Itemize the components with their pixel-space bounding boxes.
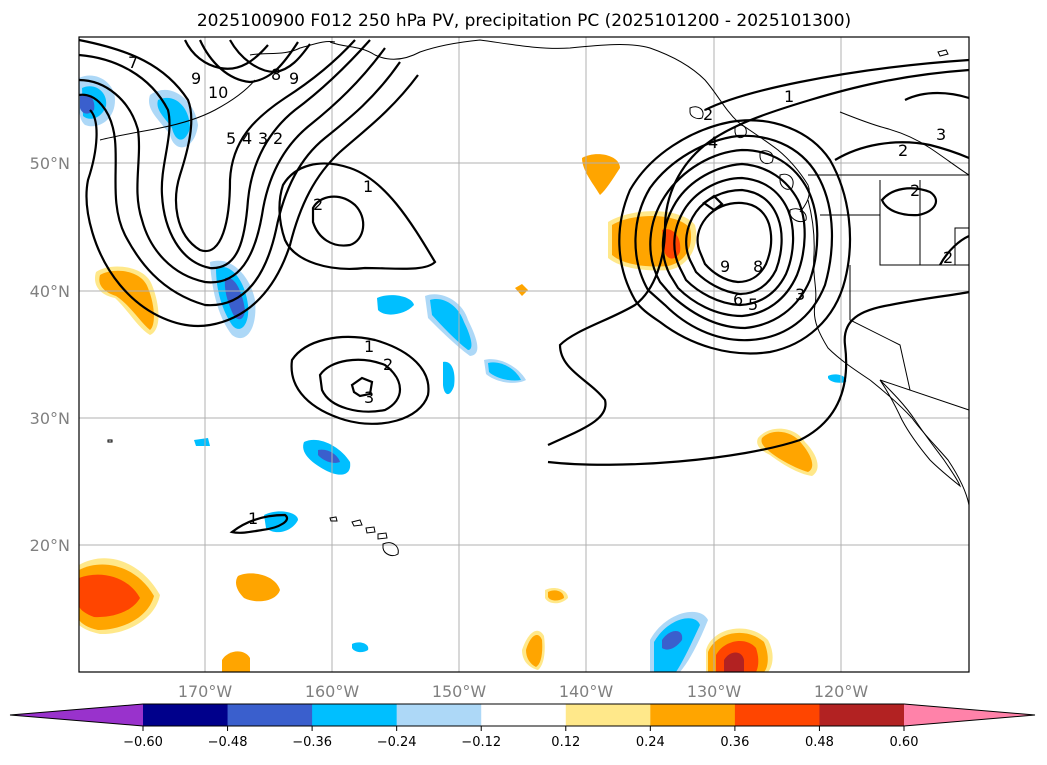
coastlines bbox=[99, 39, 970, 557]
contour-label: 2 bbox=[943, 248, 953, 267]
map-panel: 7 9 10 8 9 5 4 3 2 2 1 1 2 3 1 1 2 3 4 9… bbox=[78, 36, 970, 673]
colorbar-tick-label: −0.36 bbox=[292, 735, 332, 750]
lon-label-120w: 120°W bbox=[814, 682, 869, 701]
contour-label: 5 bbox=[226, 129, 236, 148]
map-background bbox=[79, 37, 969, 672]
lon-label-140w: 140°W bbox=[559, 682, 614, 701]
colorbar-segment bbox=[227, 704, 313, 726]
colorbar-tick-label: 0.60 bbox=[890, 735, 919, 750]
positive-anomaly-areas bbox=[79, 154, 818, 672]
contour-label: 7 bbox=[128, 53, 138, 72]
lon-label-170w: 170°W bbox=[178, 682, 233, 701]
colorbar-extend-high bbox=[904, 704, 1035, 726]
contour-label: 9 bbox=[289, 69, 299, 88]
colorbar-segment bbox=[396, 704, 482, 726]
lon-label-160w: 160°W bbox=[305, 682, 360, 701]
contour-label: 4 bbox=[242, 129, 252, 148]
latitude-labels: 50°N 40°N 30°N 20°N bbox=[30, 154, 70, 555]
contour-label: 2 bbox=[313, 195, 323, 214]
colorbar-segment bbox=[565, 704, 651, 726]
lon-label-150w: 150°W bbox=[432, 682, 487, 701]
contour-label: 1 bbox=[364, 337, 374, 356]
lon-label-130w: 130°W bbox=[687, 682, 742, 701]
contour-label: 8 bbox=[271, 65, 281, 84]
contour-label: 3 bbox=[258, 129, 268, 148]
lat-label-40n: 40°N bbox=[30, 282, 70, 301]
lat-label-30n: 30°N bbox=[30, 409, 70, 428]
colorbar-segment bbox=[143, 704, 229, 726]
colorbar-tick-label: −0.48 bbox=[208, 735, 248, 750]
colorbar-tick-label: 0.48 bbox=[805, 735, 834, 750]
contour-label: 10 bbox=[208, 83, 228, 102]
pv-contour-labels: 7 9 10 8 9 5 4 3 2 2 1 1 2 3 1 1 2 3 4 9… bbox=[128, 53, 953, 528]
contour-label: 2 bbox=[703, 105, 713, 124]
contour-label: 3 bbox=[795, 285, 805, 304]
colorbar-tick-label: −0.12 bbox=[461, 735, 501, 750]
longitude-labels: 170°W 160°W 150°W 140°W 130°W 120°W bbox=[178, 682, 869, 701]
map-title: 2025100900 F012 250 hPa PV, precipitatio… bbox=[197, 11, 851, 31]
contour-label: 9 bbox=[720, 257, 730, 276]
contour-label: 9 bbox=[191, 69, 201, 88]
colorbar-segment bbox=[650, 704, 736, 726]
contour-label: 1 bbox=[784, 87, 794, 106]
contour-label: 2 bbox=[898, 141, 908, 160]
colorbar-extend-low bbox=[10, 704, 143, 726]
contour-label: 2 bbox=[383, 355, 393, 374]
colorbar-tick-label: −0.24 bbox=[377, 735, 417, 750]
contour-label: 2 bbox=[910, 181, 920, 200]
contour-label: 1 bbox=[363, 177, 373, 196]
colorbar: −0.60 −0.48 −0.36 −0.24 −0.12 0.12 0.24 0.36 0.4… bbox=[9, 703, 1036, 750]
lat-label-50n: 50°N bbox=[30, 154, 70, 173]
colorbar-tick-label: −0.60 bbox=[123, 735, 163, 750]
contour-label: 8 bbox=[753, 257, 763, 276]
colorbar-tick-label: 0.36 bbox=[720, 735, 749, 750]
contour-label: 3 bbox=[364, 388, 374, 407]
colorbar-segment bbox=[734, 704, 820, 726]
contour-label: 2 bbox=[273, 129, 283, 148]
colorbar-segment bbox=[312, 704, 398, 726]
graticule bbox=[79, 37, 969, 672]
colorbar-segment bbox=[481, 704, 567, 726]
contour-label: 4 bbox=[708, 133, 718, 152]
contour-label: 5 bbox=[748, 295, 758, 314]
pv-contours bbox=[78, 38, 970, 534]
colorbar-tick-label: 0.12 bbox=[551, 735, 580, 750]
colorbar-segment bbox=[819, 704, 905, 726]
lat-label-20n: 20°N bbox=[30, 536, 70, 555]
contour-label: 6 bbox=[733, 290, 743, 309]
contour-label: 3 bbox=[936, 125, 946, 144]
colorbar-tick-label: 0.24 bbox=[636, 735, 665, 750]
contour-label: 1 bbox=[248, 509, 258, 528]
map-frame bbox=[78, 36, 970, 673]
